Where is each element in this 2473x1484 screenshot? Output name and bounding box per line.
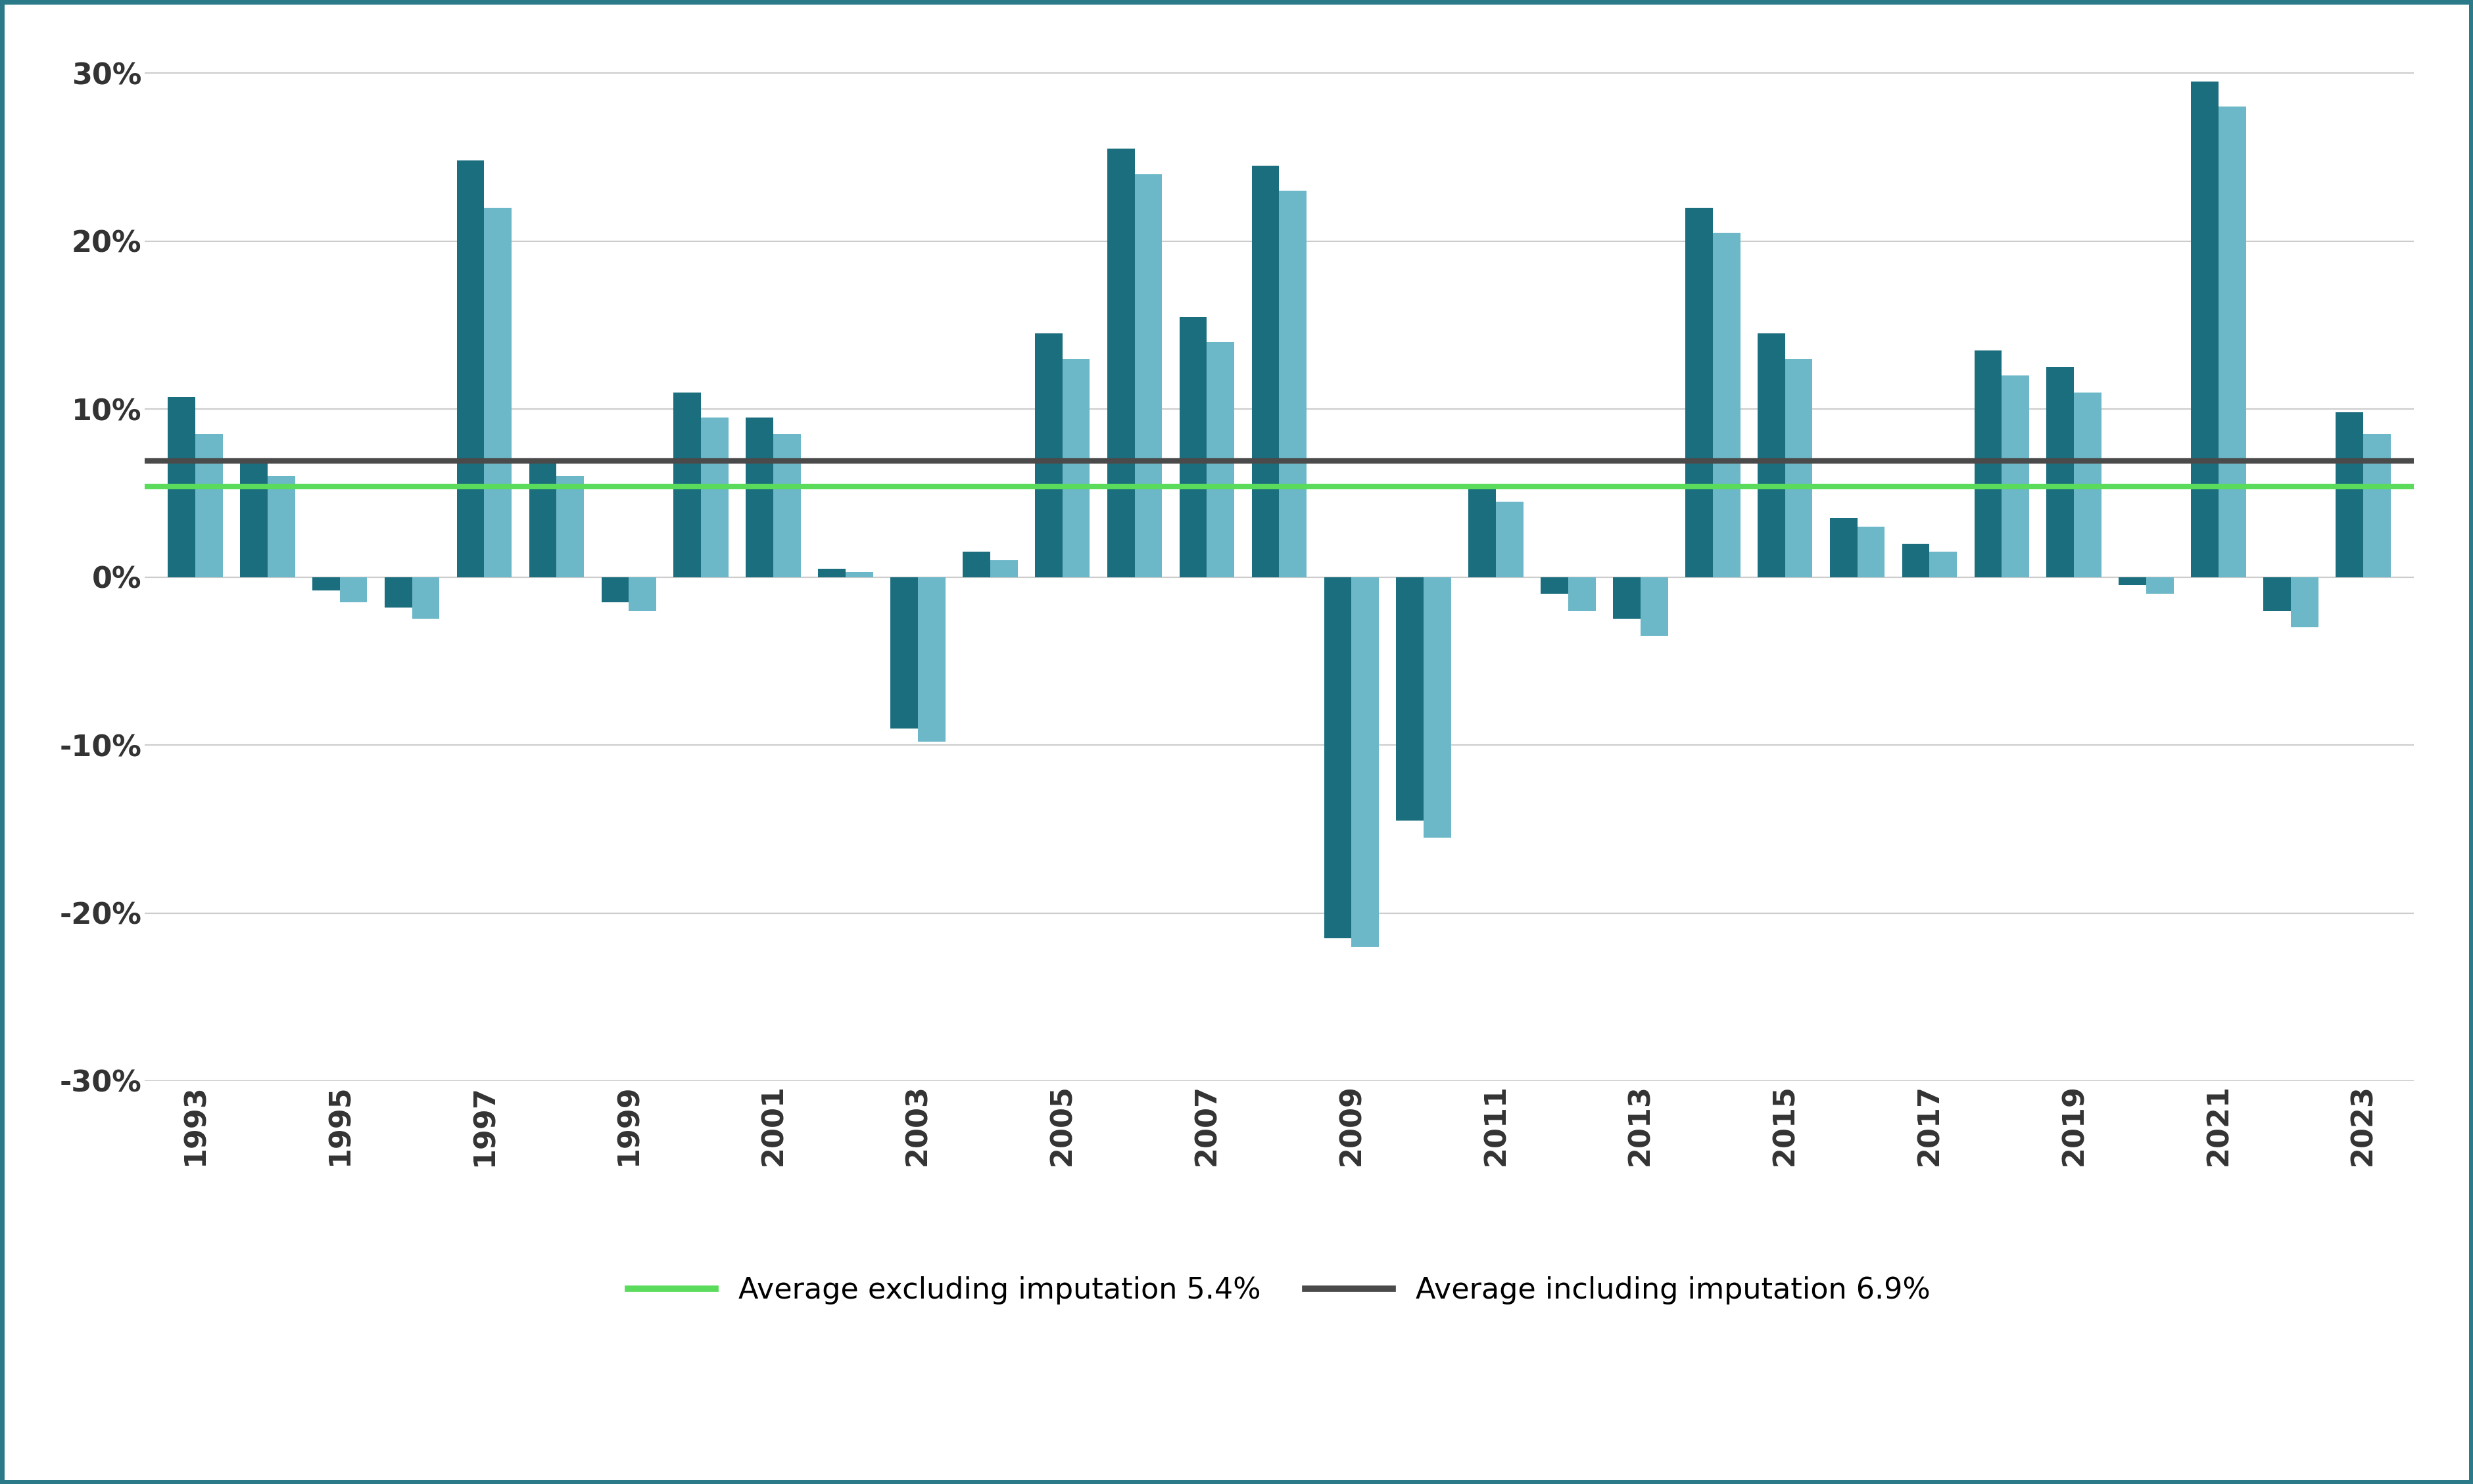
Bar [917, 577, 945, 742]
Bar [529, 460, 556, 577]
Bar [747, 417, 774, 577]
Bar [1323, 577, 1350, 938]
Bar [774, 435, 801, 577]
Bar [2263, 577, 2290, 610]
Bar [962, 552, 989, 577]
Bar [383, 577, 413, 607]
Bar [846, 571, 873, 577]
Bar [1063, 359, 1091, 577]
Bar [1830, 518, 1857, 577]
Bar [1973, 350, 2001, 577]
Bar [413, 577, 440, 619]
Bar [1108, 148, 1135, 577]
Bar [628, 577, 655, 610]
Bar [989, 561, 1016, 577]
Bar [195, 435, 223, 577]
Bar [1902, 543, 1929, 577]
Bar [1424, 577, 1452, 837]
Bar [673, 392, 700, 577]
Bar [1496, 502, 1523, 577]
Bar [1857, 527, 1884, 577]
Bar [1684, 208, 1714, 577]
Bar [1758, 334, 1786, 577]
Bar [1135, 174, 1162, 577]
Bar [1207, 341, 1234, 577]
Bar [1612, 577, 1640, 619]
Bar [1929, 552, 1956, 577]
Bar [2075, 392, 2102, 577]
Bar [2048, 367, 2075, 577]
Bar [556, 476, 584, 577]
Bar [700, 417, 730, 577]
Bar [1397, 577, 1424, 821]
Bar [1350, 577, 1380, 947]
Bar [168, 398, 195, 577]
Bar [2119, 577, 2147, 586]
Bar [1786, 359, 1813, 577]
Bar [2191, 82, 2218, 577]
Bar [819, 568, 846, 577]
Legend: Average excluding imputation 5.4%, Average including imputation 6.9%: Average excluding imputation 5.4%, Avera… [616, 1264, 1941, 1316]
Bar [1640, 577, 1667, 635]
Bar [2147, 577, 2174, 594]
Bar [1541, 577, 1568, 594]
Bar [240, 460, 267, 577]
Bar [1469, 485, 1496, 577]
Bar [1034, 334, 1063, 577]
Bar [485, 208, 512, 577]
Bar [339, 577, 366, 603]
Bar [1714, 233, 1741, 577]
Bar [2364, 435, 2391, 577]
Bar [2218, 107, 2245, 577]
Bar [1279, 191, 1306, 577]
Bar [601, 577, 628, 603]
Bar [458, 160, 485, 577]
Bar [890, 577, 917, 729]
Bar [2001, 375, 2030, 577]
Bar [1180, 316, 1207, 577]
Bar [312, 577, 339, 591]
Bar [1568, 577, 1595, 610]
Bar [1251, 166, 1279, 577]
Bar [267, 476, 294, 577]
Bar [2335, 413, 2364, 577]
Bar [2290, 577, 2317, 628]
